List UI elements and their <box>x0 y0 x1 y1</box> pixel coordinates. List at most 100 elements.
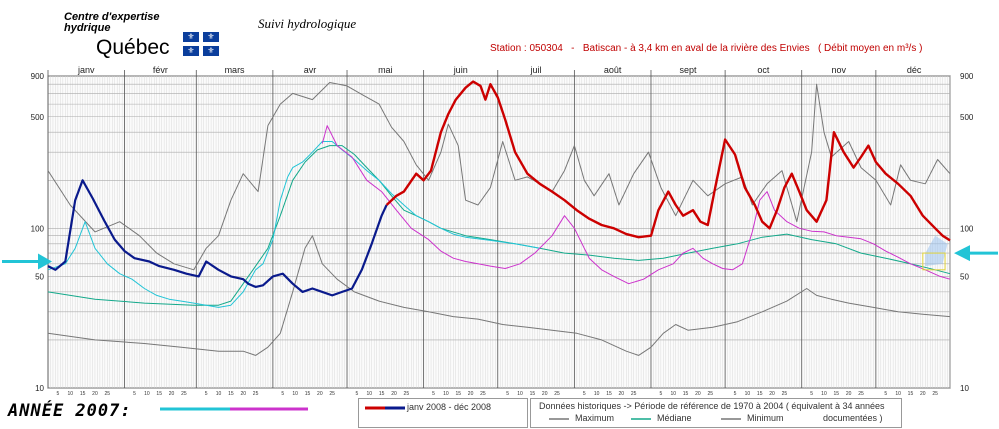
day-tick-label: 5 <box>356 391 359 397</box>
day-tick-label: 5 <box>884 391 887 397</box>
day-tick-label: 25 <box>329 391 335 397</box>
month-label: juin <box>453 65 468 75</box>
day-tick-label: 10 <box>821 391 827 397</box>
forecast-box <box>922 252 946 271</box>
day-tick-label: 10 <box>895 391 901 397</box>
day-tick-label: 10 <box>745 391 751 397</box>
day-tick-label: 10 <box>366 391 372 397</box>
day-tick-label: 20 <box>619 391 625 397</box>
plot-area <box>47 75 951 389</box>
day-tick-label: 10 <box>443 391 449 397</box>
day-tick-label: 20 <box>769 391 775 397</box>
day-tick-label: 15 <box>80 391 86 397</box>
day-tick-label: 5 <box>432 391 435 397</box>
series-line-2007a <box>47 141 540 308</box>
y-tick-label-left: 10 <box>35 384 44 393</box>
day-tick-label: 25 <box>708 391 714 397</box>
day-tick-label: 20 <box>468 391 474 397</box>
station-title: Station : 050304 - Batiscan - à 3,4 km e… <box>490 43 923 54</box>
y-tick-label-left: 900 <box>31 72 45 81</box>
month-label: août <box>604 65 622 75</box>
legend-historical: Données historiques -> Période de référe… <box>530 398 902 428</box>
day-tick-label: 25 <box>858 391 864 397</box>
day-tick-label: 15 <box>455 391 461 397</box>
y-tick-label-right: 500 <box>960 113 974 122</box>
month-label: mars <box>225 65 245 75</box>
day-tick-label: 5 <box>583 391 586 397</box>
month-label: juil <box>530 65 542 75</box>
day-tick-label: 25 <box>480 391 486 397</box>
month-label: mai <box>378 65 393 75</box>
y-tick-label-right: 100 <box>960 224 974 233</box>
day-tick-label: 5 <box>506 391 509 397</box>
day-tick-label: 10 <box>517 391 523 397</box>
legend-max-label: Maximum <box>575 413 615 423</box>
day-tick-label: 15 <box>379 391 385 397</box>
legend-min-label: Minimum <box>747 413 784 423</box>
y-tick-label-left: 50 <box>35 272 44 281</box>
y-tick-label-right: 10 <box>960 384 969 393</box>
legend-current: janv 2008 - déc 2008 <box>358 398 528 428</box>
y-tick-label-left: 100 <box>31 224 45 233</box>
day-tick-label: 15 <box>305 391 311 397</box>
day-tick-label: 5 <box>281 391 284 397</box>
page-subtitle: Suivi hydrologique <box>258 16 357 31</box>
left-arrow-icon <box>38 253 52 270</box>
legend-current-label: janv 2008 - déc 2008 <box>407 402 492 412</box>
month-label: oct <box>757 65 770 75</box>
day-tick-label: 5 <box>205 391 208 397</box>
legend-historical-label: Données historiques -> Période de référe… <box>539 401 885 411</box>
legend-documented-label: documentées ) <box>823 413 883 423</box>
day-tick-label: 5 <box>659 391 662 397</box>
day-tick-label: 10 <box>144 391 150 397</box>
day-tick-label: 15 <box>834 391 840 397</box>
series-line-maximum <box>47 82 951 271</box>
day-tick-label: 25 <box>181 391 187 397</box>
day-tick-label: 20 <box>695 391 701 397</box>
day-tick-label: 25 <box>932 391 938 397</box>
day-tick-label: 10 <box>670 391 676 397</box>
day-tick-label: 25 <box>253 391 259 397</box>
day-tick-label: 20 <box>92 391 98 397</box>
day-tick-label: 15 <box>156 391 162 397</box>
day-tick-label: 10 <box>292 391 298 397</box>
day-tick-label: 20 <box>317 391 323 397</box>
day-tick-label: 25 <box>631 391 637 397</box>
month-label: févr <box>153 65 168 75</box>
day-tick-label: 20 <box>240 391 246 397</box>
year-annotation: ANNÉE 2007: <box>8 401 132 421</box>
day-tick-label: 5 <box>734 391 737 397</box>
series-line-2008red <box>385 80 951 242</box>
day-tick-label: 15 <box>606 391 612 397</box>
series-line-2008 <box>47 179 388 297</box>
day-tick-label: 15 <box>757 391 763 397</box>
day-tick-label: 15 <box>228 391 234 397</box>
right-arrow-icon <box>954 245 970 262</box>
month-label: nov <box>832 65 847 75</box>
day-tick-label: 25 <box>782 391 788 397</box>
day-tick-label: 15 <box>683 391 689 397</box>
day-tick-label: 25 <box>404 391 410 397</box>
day-tick-label: 20 <box>391 391 397 397</box>
day-tick-label: 20 <box>169 391 175 397</box>
y-tick-label-right: 50 <box>960 272 969 281</box>
org-name-block: Centre d'expertise hydrique <box>64 12 160 34</box>
day-tick-label: 15 <box>908 391 914 397</box>
month-label: avr <box>304 65 317 75</box>
series-line-minimum <box>47 235 951 356</box>
legend-median-label: Médiane <box>657 413 692 423</box>
day-tick-label: 5 <box>133 391 136 397</box>
day-tick-label: 5 <box>810 391 813 397</box>
day-tick-label: 25 <box>105 391 111 397</box>
y-tick-label-right: 900 <box>960 72 974 81</box>
day-tick-label: 10 <box>594 391 600 397</box>
month-label: janv <box>77 65 95 75</box>
org-line2: hydrique <box>64 22 111 34</box>
day-tick-label: 20 <box>542 391 548 397</box>
day-tick-label: 25 <box>554 391 560 397</box>
day-tick-label: 20 <box>846 391 852 397</box>
day-tick-label: 20 <box>920 391 926 397</box>
quebec-wordmark: Québec <box>96 36 170 59</box>
day-tick-label: 10 <box>216 391 222 397</box>
